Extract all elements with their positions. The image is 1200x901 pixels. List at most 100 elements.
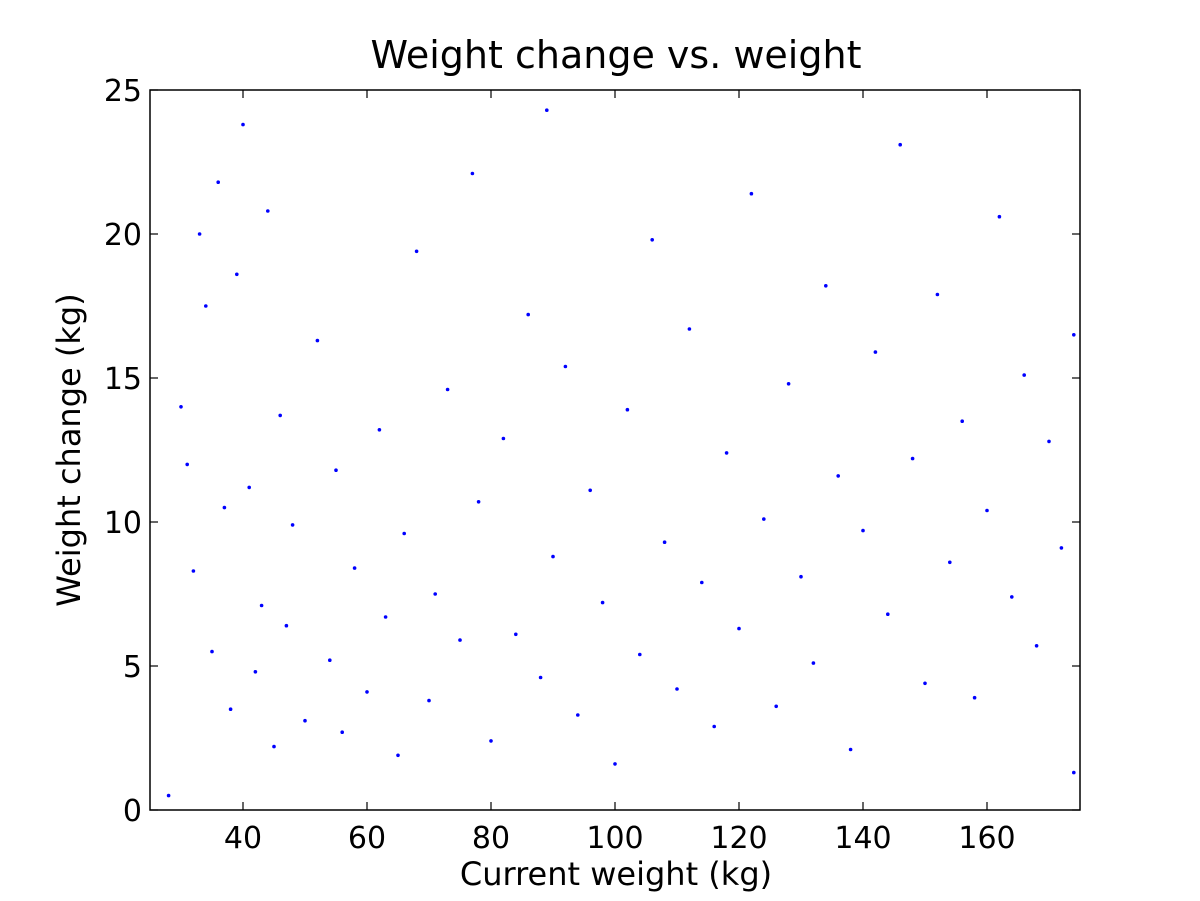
- x-tick-label: 120: [710, 821, 767, 856]
- chart-title: Weight change vs. weight: [371, 33, 862, 77]
- data-point: [737, 626, 741, 631]
- data-point: [687, 327, 692, 331]
- data-point: [1072, 770, 1076, 775]
- data-point: [985, 508, 989, 513]
- x-tick-label: 100: [586, 821, 643, 856]
- data-point: [210, 649, 214, 654]
- data-point: [613, 762, 617, 766]
- data-point: [811, 661, 816, 665]
- data-point: [383, 615, 388, 619]
- data-point: [749, 191, 754, 196]
- data-point: [563, 364, 568, 369]
- data-point: [216, 180, 220, 184]
- data-point: [284, 623, 289, 628]
- data-point: [650, 238, 654, 242]
- data-point: [235, 272, 239, 277]
- data-point: [266, 209, 270, 213]
- data-point: [445, 387, 450, 392]
- data-point: [762, 517, 766, 521]
- data-point: [799, 574, 803, 579]
- data-point: [545, 108, 549, 112]
- data-point: [241, 122, 245, 127]
- data-point: [222, 505, 227, 510]
- data-point: [935, 292, 940, 297]
- data-point: [873, 350, 878, 354]
- y-tick-label: 20: [104, 218, 142, 253]
- y-axis-label: Weight change (kg): [50, 293, 88, 606]
- data-point: [352, 566, 357, 570]
- data-point: [290, 523, 295, 527]
- y-tick-label: 15: [104, 362, 142, 397]
- data-point: [675, 687, 679, 691]
- data-point: [328, 658, 332, 662]
- y-tick-label: 25: [104, 74, 142, 109]
- data-point: [948, 560, 952, 565]
- data-point: [228, 707, 233, 711]
- data-point: [1072, 333, 1076, 337]
- data-point: [377, 428, 382, 432]
- data-point: [923, 681, 927, 686]
- data-point: [514, 632, 518, 637]
- data-point: [538, 675, 543, 680]
- x-tick-label: 160: [958, 821, 1015, 856]
- data-point: [774, 704, 778, 709]
- data-point: [526, 312, 530, 317]
- data-point: [259, 603, 264, 608]
- data-point: [848, 747, 853, 752]
- data-point: [365, 690, 369, 694]
- data-point: [278, 413, 283, 418]
- data-point: [786, 382, 791, 386]
- data-point: [1047, 439, 1051, 444]
- x-tick-label: 60: [348, 821, 386, 856]
- data-point: [1059, 546, 1064, 550]
- y-tick-label: 5: [123, 650, 142, 685]
- data-point: [588, 488, 592, 493]
- data-point: [433, 592, 438, 596]
- data-point: [458, 638, 462, 642]
- x-tick-label: 140: [834, 821, 891, 856]
- data-point: [247, 485, 251, 490]
- data-point: [898, 142, 902, 147]
- data-point: [551, 554, 555, 559]
- data-point: [501, 436, 506, 441]
- data-point: [334, 468, 338, 473]
- data-point: [185, 462, 189, 467]
- data-point: [476, 500, 481, 504]
- data-point: [836, 474, 840, 478]
- data-point: [470, 171, 475, 176]
- data-point: [340, 730, 345, 734]
- data-point: [638, 652, 642, 657]
- data-point: [396, 753, 400, 758]
- data-point: [625, 407, 630, 412]
- data-point: [724, 451, 729, 455]
- data-point: [712, 724, 716, 729]
- data-point: [402, 531, 407, 536]
- x-axis-ticks: 40 60 80 100 120 140 160: [224, 90, 1016, 856]
- data-point: [700, 580, 704, 585]
- data-point: [1010, 595, 1014, 599]
- data-point: [600, 600, 605, 605]
- data-point: [253, 670, 258, 674]
- x-tick-label: 80: [472, 821, 510, 856]
- data-point: [662, 540, 667, 544]
- data-point: [427, 698, 431, 703]
- x-tick-label: 40: [224, 821, 262, 856]
- data-point: [886, 612, 890, 616]
- data-point: [166, 793, 171, 798]
- data-point: [197, 232, 202, 236]
- data-point: [1034, 644, 1039, 648]
- x-axis-label: Current weight (kg): [460, 855, 772, 893]
- data-point: [1022, 373, 1026, 377]
- y-axis-ticks: 0 5 10 15 20 25: [104, 74, 1080, 829]
- data-point: [315, 338, 320, 343]
- y-tick-label: 10: [104, 506, 142, 541]
- data-point: [303, 718, 307, 723]
- data-point: [861, 528, 865, 533]
- data-point: [824, 284, 828, 288]
- data-point: [204, 304, 208, 308]
- data-point: [576, 713, 580, 717]
- data-point: [191, 569, 196, 573]
- data-point: [489, 739, 493, 743]
